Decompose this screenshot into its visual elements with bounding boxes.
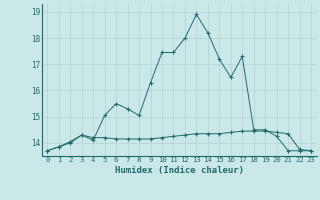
X-axis label: Humidex (Indice chaleur): Humidex (Indice chaleur) xyxy=(115,166,244,175)
